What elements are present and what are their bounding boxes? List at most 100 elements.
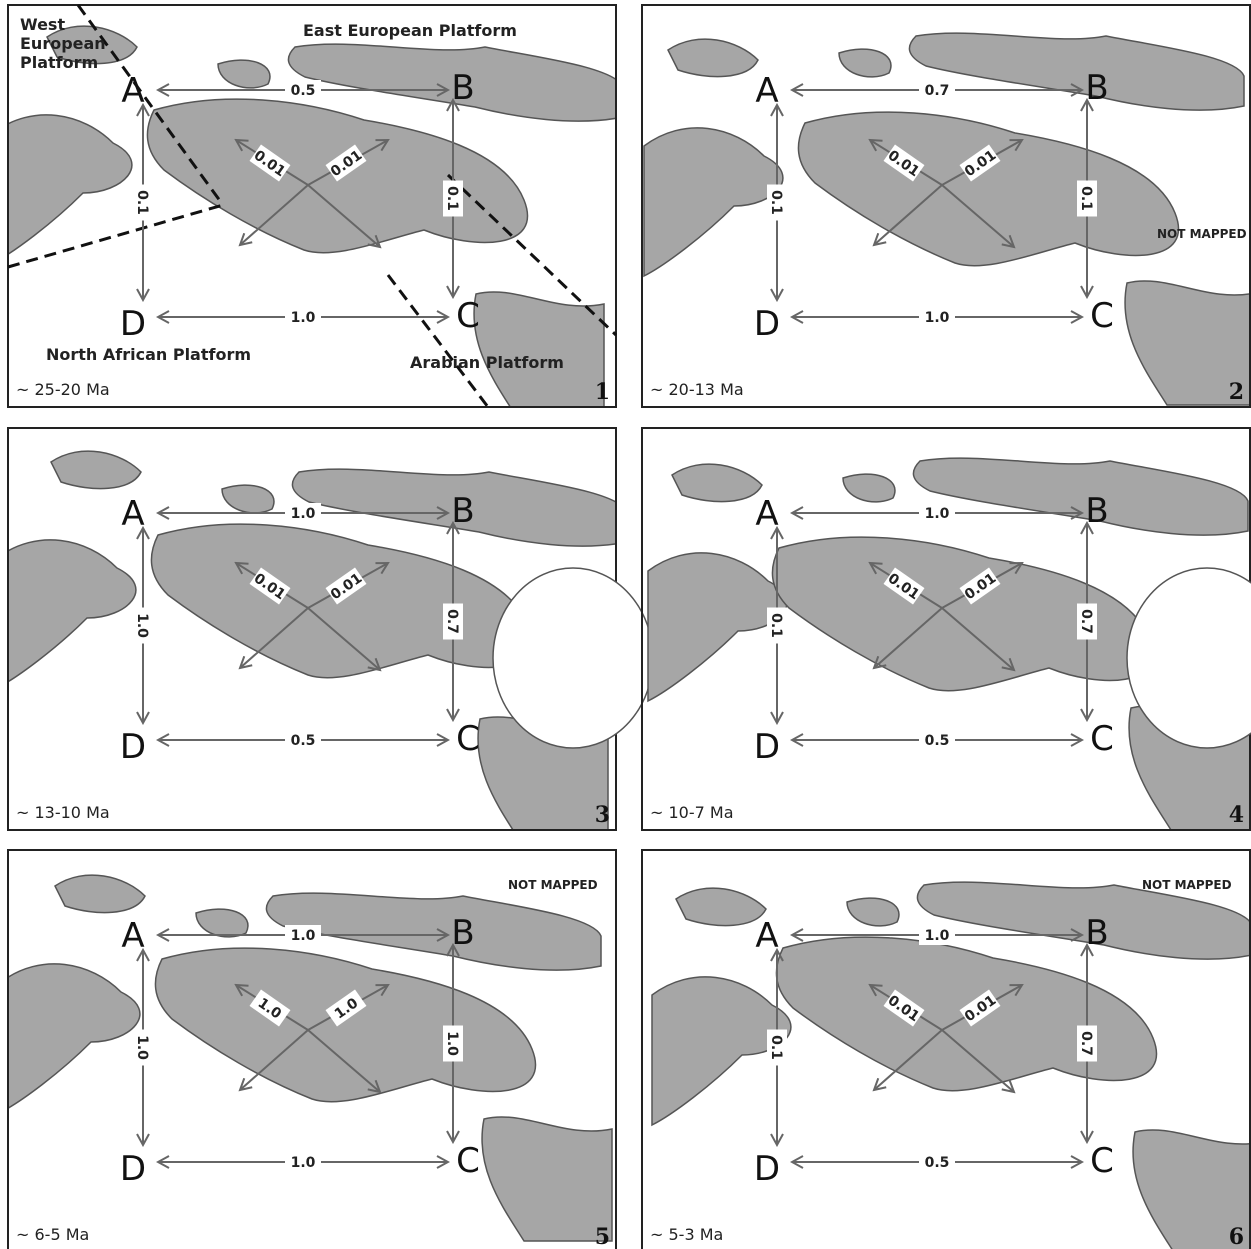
land-mass [917,882,1251,959]
edge-label: 0.1 [443,181,463,217]
land-mass [218,60,270,88]
edge-value: 0.5 [925,733,950,749]
site-label: D [754,304,780,344]
land-mass [155,948,535,1102]
age-label: ~ 10-7 Ma [650,803,734,822]
land-mass [55,875,145,912]
land-mass [847,898,899,926]
site-label: A [121,71,144,111]
edge-label: 1.0 [285,1152,321,1172]
land-mass [222,485,274,513]
edge-value: 0.1 [768,613,784,638]
panel-number: 1 [595,379,610,405]
site-label: C [1090,719,1114,759]
land-mass [839,49,891,77]
edge-value: 1.0 [134,1035,150,1060]
edge-label: 0.5 [919,1152,955,1172]
land-mass [648,553,787,701]
edge-value: 0.1 [768,190,784,215]
site-label: A [755,494,778,534]
edge-label: 0.5 [285,730,321,750]
site-label: C [1090,1141,1114,1181]
site-label: D [754,1149,780,1189]
plate-boundary [388,275,488,407]
edge-label: 0.5 [285,80,321,100]
edge-label: 0.7 [1077,604,1097,640]
site-label: D [120,727,146,767]
edge-label: 0.7 [919,80,955,100]
age-label: ~ 25-20 Ma [16,380,110,399]
site-label: C [456,719,480,759]
edge-value: 1.0 [291,310,316,326]
figure-canvas: ABCD0.50.10.11.00.010.01~ 25-20 Ma1ABCD0… [0,0,1251,1249]
figure: ABCD0.50.10.11.00.010.01~ 25-20 Ma1ABCD0… [0,0,1251,1249]
land-mass [672,464,762,501]
site-label: D [120,1149,146,1189]
edge-value: 1.0 [291,928,316,944]
edge-value: 0.5 [291,733,316,749]
land-mass [196,909,248,937]
age-label: ~ 20-13 Ma [650,380,744,399]
site-label: D [120,304,146,344]
edge-label: 0.7 [1077,1026,1097,1062]
land-mass [843,474,895,502]
land-mass [644,128,783,276]
map-annotation: NOT MAPPED [508,878,618,892]
panel-number: 6 [1229,1224,1244,1249]
age-label: ~ 5-3 Ma [650,1225,723,1244]
edge-label: 0.1 [767,185,787,221]
edge-label: 1.0 [285,925,321,945]
unmapped-area [493,568,653,748]
site-label: C [456,296,480,336]
land-mass [482,1117,612,1241]
panel-number: 3 [595,802,610,828]
edge-label: 1.0 [285,503,321,523]
site-label: A [755,916,778,956]
land-mass [676,888,766,925]
edge-label: 0.1 [1077,181,1097,217]
edge-value: 1.0 [291,1155,316,1171]
panel-number: 5 [595,1224,610,1249]
edge-value: 0.5 [291,83,316,99]
map-annotation: NOT MAPPED [1142,878,1251,892]
edge-value: 0.5 [925,1155,950,1171]
site-label: B [1085,913,1108,953]
edge-label: 1.0 [133,608,153,644]
edge-label: 1.0 [919,307,955,327]
edge-label: 0.1 [767,608,787,644]
map-annotation: East European Platform [303,21,563,40]
site-label: C [1090,296,1114,336]
site-label: A [121,916,144,956]
edge-value: 0.7 [1078,609,1094,634]
land-mass [909,33,1244,110]
land-mass [0,115,132,263]
land-mass [1,964,140,1112]
land-mass [0,540,136,688]
land-mass [913,458,1248,535]
edge-label: 0.5 [919,730,955,750]
land-mass [51,451,141,488]
map-annotation: North African Platform [46,345,306,364]
edge-label: 0.1 [767,1030,787,1066]
site-label: C [456,1141,480,1181]
edge-label: 1.0 [443,1026,463,1062]
site-label: B [451,491,474,531]
panel-number: 4 [1229,802,1244,828]
edge-value: 1.0 [291,506,316,522]
site-label: B [451,913,474,953]
panel-number: 2 [1229,379,1244,405]
site-label: A [755,71,778,111]
edge-label: 1.0 [285,307,321,327]
edge-value: 1.0 [444,1031,460,1056]
site-label: A [121,494,144,534]
edge-value: 0.1 [1078,186,1094,211]
edge-value: 1.0 [925,506,950,522]
map-annotation: Arabian Platform [410,353,610,372]
edge-label: 0.7 [443,604,463,640]
edge-value: 1.0 [925,310,950,326]
